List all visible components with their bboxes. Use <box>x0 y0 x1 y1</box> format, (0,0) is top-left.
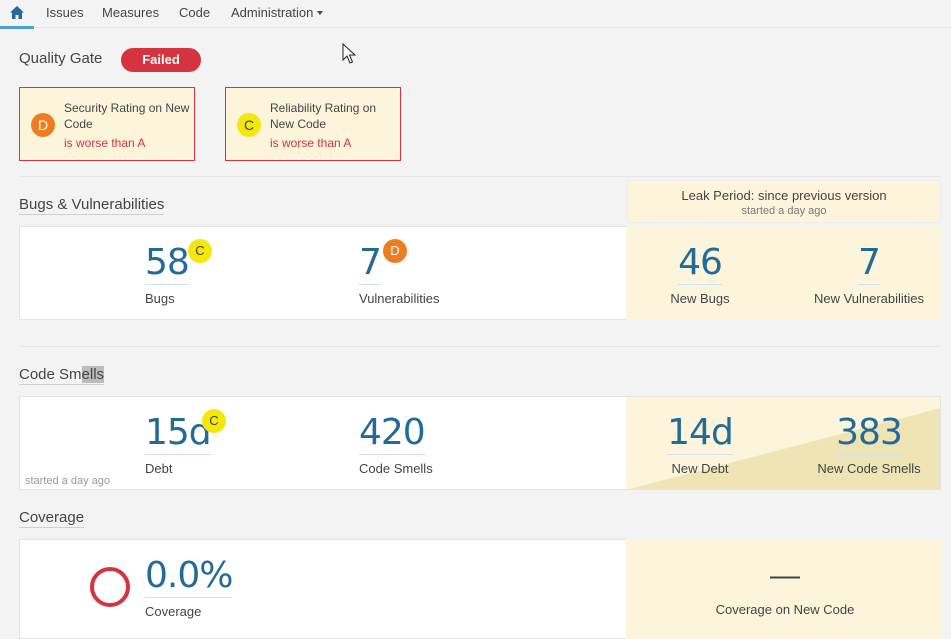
nav-issues[interactable]: Issues <box>46 5 84 20</box>
coverage-panel: 0.0% Coverage — Coverage on New Code <box>19 539 941 639</box>
leak-period-header: Leak Period: since previous version star… <box>627 180 941 223</box>
debt-measure[interactable]: 15d Debt <box>145 412 212 476</box>
leak-area <box>626 226 941 320</box>
new-debt-label: New Debt <box>671 461 729 476</box>
new-vulnerabilities-value[interactable]: 7 <box>858 242 881 285</box>
quality-gate-condition-security[interactable]: D Security Rating on New Code is worse t… <box>19 87 195 161</box>
home-tab[interactable] <box>0 0 34 29</box>
coverage-measure[interactable]: 0.0% Coverage <box>145 555 233 619</box>
section-title-bugs-vulnerabilities: Bugs & Vulnerabilities <box>19 196 165 215</box>
vulnerabilities-value[interactable]: 7 <box>359 242 382 285</box>
new-coverage-value: — <box>770 559 800 592</box>
title-bugs-link[interactable]: Bugs <box>19 196 54 213</box>
title-amp: & <box>53 196 72 213</box>
code-smells-value[interactable]: 420 <box>359 412 426 455</box>
leak-shading-graphic <box>629 408 940 489</box>
top-navigation: Issues Measures Code Administration <box>0 0 951 29</box>
active-tab-underline <box>0 26 34 29</box>
leak-area <box>626 397 940 489</box>
new-vulnerabilities-label: New Vulnerabilities <box>813 291 925 306</box>
bugs-vulnerabilities-panel: 58 Bugs C 7 Vulnerabilities D 46 New Bug… <box>19 226 941 320</box>
rating-badge: C <box>237 113 261 137</box>
divider <box>19 346 941 347</box>
new-coverage-label: Coverage on New Code <box>715 602 855 617</box>
new-coverage-measure: — Coverage on New Code <box>700 556 870 617</box>
debt-value[interactable]: 15d <box>145 412 212 455</box>
bugs-value[interactable]: 58 <box>145 242 190 285</box>
new-debt-measure[interactable]: 14d New Debt <box>650 413 750 476</box>
condition-metric: Reliability Rating on New Code <box>270 101 377 131</box>
nav-measures[interactable]: Measures <box>102 5 160 20</box>
debt-label: Debt <box>145 461 173 476</box>
mouse-cursor-icon <box>342 43 356 64</box>
new-vulnerabilities-measure[interactable]: 7 New Vulnerabilities <box>809 242 929 307</box>
home-icon <box>10 6 24 19</box>
rating-badge: D <box>31 113 55 137</box>
new-bugs-value[interactable]: 46 <box>678 242 723 285</box>
started-note: started a day ago <box>25 475 111 487</box>
leak-period-subtitle: started a day ago <box>741 205 827 217</box>
nav-administration-label: Administration <box>231 5 314 20</box>
condition-error: is worse than A <box>64 136 146 150</box>
new-code-smells-value[interactable]: 383 <box>836 412 903 455</box>
vulnerabilities-measure[interactable]: 7 Vulnerabilities <box>359 243 439 306</box>
bugs-measure[interactable]: 58 Bugs <box>145 242 190 306</box>
new-code-smells-label: New Code Smells <box>817 461 921 476</box>
condition-metric: Security Rating on New Code <box>64 101 190 131</box>
title-vulnerabilities-link[interactable]: Vulnerabilities <box>71 196 165 213</box>
bugs-label: Bugs <box>145 291 175 306</box>
coverage-label: Coverage <box>145 604 202 619</box>
divider <box>19 176 941 177</box>
caret-down-icon <box>317 11 324 15</box>
quality-gate-status-badge: Failed <box>121 48 201 72</box>
debt-rating-badge[interactable]: C <box>202 409 226 433</box>
quality-gate-condition-reliability[interactable]: C Reliability Rating on New Code is wors… <box>225 87 401 161</box>
title-code-smells-selected: ells <box>81 366 105 383</box>
section-title-code-smells[interactable]: Code Smells <box>19 366 105 385</box>
code-smells-label: Code Smells <box>359 461 433 476</box>
quality-gate-title: Quality Gate <box>19 50 103 67</box>
condition-error: is worse than A <box>270 136 352 150</box>
coverage-donut-chart <box>90 567 130 607</box>
new-debt-value[interactable]: 14d <box>667 412 734 455</box>
nav-administration[interactable]: Administration <box>231 5 324 20</box>
new-bugs-measure[interactable]: 46 New Bugs <box>650 242 750 307</box>
leak-period-title: Leak Period: since previous version <box>681 188 887 203</box>
vulnerabilities-rating-badge[interactable]: D <box>383 239 407 263</box>
bugs-rating-badge[interactable]: C <box>188 239 212 263</box>
leak-area <box>626 539 941 639</box>
new-code-smells-measure[interactable]: 383 New Code Smells <box>809 412 929 477</box>
title-code-smells-part: Code Sm <box>19 366 82 383</box>
vulnerabilities-label: Vulnerabilities <box>359 291 440 306</box>
nav-code[interactable]: Code <box>179 5 211 20</box>
code-smells-panel: 15d Debt C 420 Code Smells 14d New Debt … <box>19 396 941 490</box>
section-title-coverage[interactable]: Coverage <box>19 509 85 528</box>
coverage-value[interactable]: 0.0% <box>145 555 233 598</box>
code-smells-measure[interactable]: 420 Code Smells <box>359 413 433 476</box>
new-bugs-label: New Bugs <box>670 291 730 306</box>
